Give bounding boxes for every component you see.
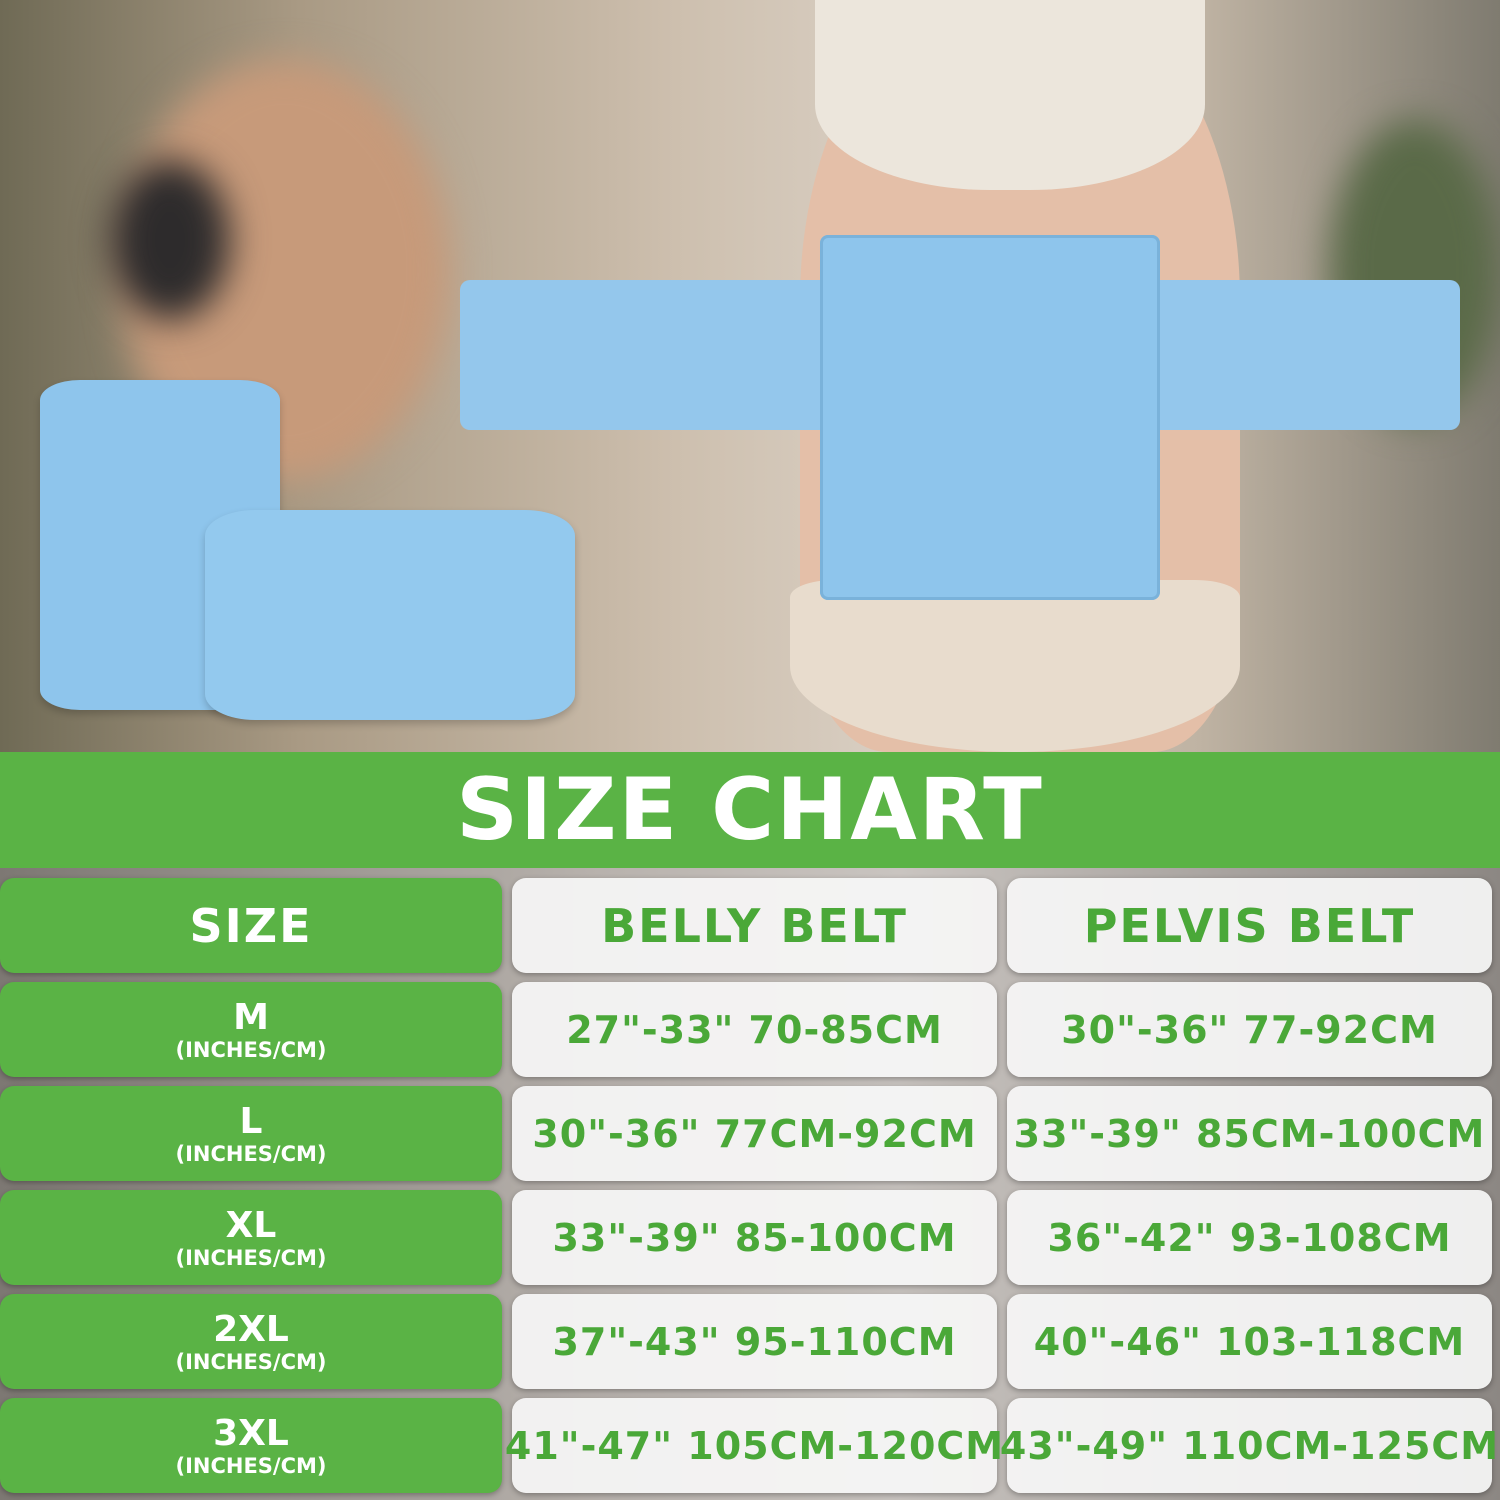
model-bra [815, 0, 1205, 190]
size-cell: XL (INCHES/CM) [0, 1190, 502, 1285]
size-cell: 2XL (INCHES/CM) [0, 1294, 502, 1389]
headphones-blur [110, 160, 230, 320]
model-underwear [790, 580, 1240, 752]
pelvis-cell: 40"-46" 103-118CM [1007, 1294, 1492, 1389]
header-pelvis-label: PELVIS BELT [1083, 898, 1416, 953]
header-size: SIZE [0, 878, 502, 973]
pelvis-cell: 30"-36" 77-92CM [1007, 982, 1492, 1077]
belly-cell: 27"-33" 70-85CM [512, 982, 997, 1077]
pelvis-value: 30"-36" 77-92CM [1061, 1007, 1438, 1052]
size-label: 3XL [213, 1412, 289, 1454]
belly-value: 33"-39" 85-100CM [552, 1215, 957, 1260]
belly-value: 27"-33" 70-85CM [566, 1007, 943, 1052]
pelvis-value: 33"-39" 85CM-100CM [1013, 1111, 1486, 1156]
belly-belt [820, 235, 1160, 600]
belly-value: 30"-36" 77CM-92CM [532, 1111, 977, 1156]
belly-cell: 41"-47" 105CM-120CM [505, 1398, 1003, 1493]
size-label: XL [225, 1204, 277, 1246]
size-table [0, 868, 1500, 1500]
unit-label: (INCHES/CM) [175, 1037, 327, 1062]
belly-cell: 37"-43" 95-110CM [512, 1294, 997, 1389]
header-belly-belt: BELLY BELT [512, 878, 997, 973]
belly-value: 41"-47" 105CM-120CM [504, 1423, 1005, 1468]
size-label: M [233, 996, 269, 1038]
unit-label: (INCHES/CM) [175, 1141, 327, 1166]
pelvis-value: 40"-46" 103-118CM [1033, 1319, 1466, 1364]
pelvis-cell: 36"-42" 93-108CM [1007, 1190, 1492, 1285]
size-cell: M (INCHES/CM) [0, 982, 502, 1077]
product-photo [0, 0, 1500, 752]
belt-product-2 [205, 510, 575, 720]
belly-value: 37"-43" 95-110CM [552, 1319, 957, 1364]
size-cell: L (INCHES/CM) [0, 1086, 502, 1181]
pelvis-value: 36"-42" 93-108CM [1047, 1215, 1452, 1260]
header-belly-label: BELLY BELT [601, 898, 908, 953]
pelvis-value: 43"-49" 110CM-125CM [999, 1423, 1500, 1468]
header-pelvis-belt: PELVIS BELT [1007, 878, 1492, 973]
unit-label: (INCHES/CM) [175, 1349, 327, 1374]
size-cell: 3XL (INCHES/CM) [0, 1398, 502, 1493]
belly-cell: 33"-39" 85-100CM [512, 1190, 997, 1285]
size-label: L [239, 1100, 263, 1142]
size-chart-title: SIZE CHART [456, 760, 1044, 860]
title-banner: SIZE CHART [0, 752, 1500, 868]
unit-label: (INCHES/CM) [175, 1453, 327, 1478]
pelvis-cell: 43"-49" 110CM-125CM [1000, 1398, 1498, 1493]
header-size-label: SIZE [189, 898, 313, 953]
belly-cell: 30"-36" 77CM-92CM [512, 1086, 997, 1181]
pelvis-cell: 33"-39" 85CM-100CM [1007, 1086, 1492, 1181]
unit-label: (INCHES/CM) [175, 1245, 327, 1270]
size-label: 2XL [213, 1308, 289, 1350]
